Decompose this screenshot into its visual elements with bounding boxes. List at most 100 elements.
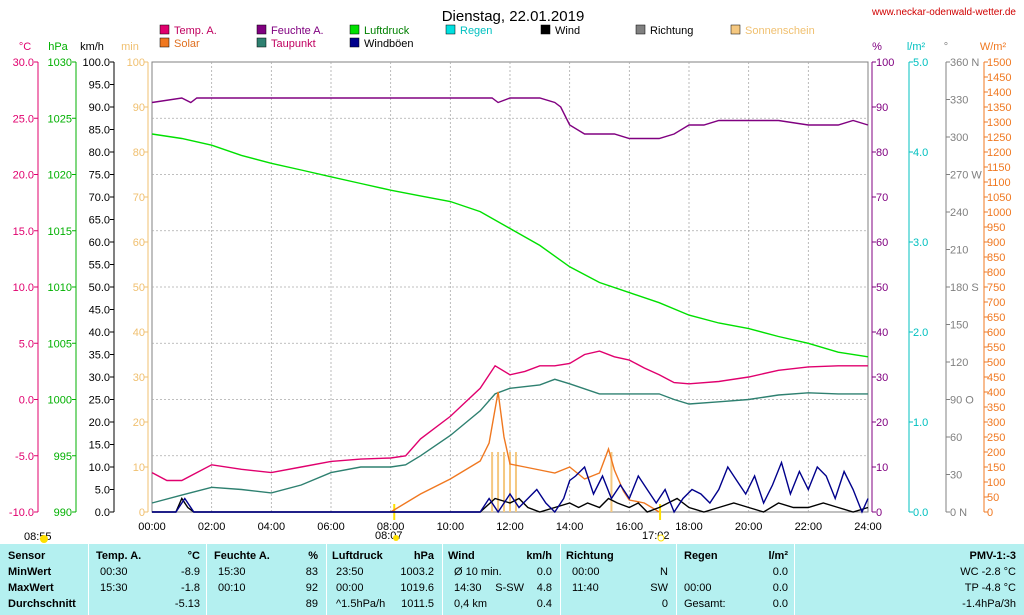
series-line-wind	[152, 497, 869, 513]
legend-swatch	[349, 37, 360, 48]
plot-grid	[151, 61, 869, 513]
wind-axis-tick: 100.0	[82, 57, 110, 69]
cell-direction-value: 0	[661, 598, 668, 610]
cell-pressure-value: 1003.2	[400, 566, 434, 578]
temp-axis-tick: 0.0	[19, 395, 34, 407]
sun-icon	[40, 535, 48, 543]
sunshine-bar	[491, 452, 494, 512]
temp-axis-tick: 15.0	[13, 226, 34, 238]
sun-axis-tick: 70	[133, 192, 145, 204]
cell-rain-time: 00:00	[684, 582, 712, 594]
pressure-axis-tick: 1000	[48, 395, 72, 407]
rain-axis-tick: 2.0	[913, 327, 928, 339]
temp-axis-tick: 20.0	[13, 170, 34, 182]
pressure-axis-tick: 990	[54, 507, 72, 519]
legend-label: Regen	[460, 25, 492, 37]
humidity-axis-tick: 20	[876, 417, 888, 429]
time-tick: 06:00	[317, 521, 345, 533]
cell-rain-value: 0.0	[772, 566, 788, 578]
time-tick: 00:00	[138, 521, 166, 533]
temp-axis-tick: -5.0	[15, 451, 34, 463]
solar-axis-tick: 200	[987, 447, 1005, 459]
cell-direction-time: 11:40	[572, 582, 599, 594]
weather-chart: Dienstag, 22.01.2019 www.neckar-odenwald…	[9, 7, 1016, 543]
direction-axis-tick: 240	[950, 207, 968, 219]
solar-axis-tick: 950	[987, 222, 1005, 234]
cell-temp-value: -1.8	[181, 582, 200, 594]
solar-axis-tick: 1450	[987, 72, 1011, 84]
data-marks	[151, 97, 869, 514]
humidity-axis-tick: 70	[876, 192, 888, 204]
cell-rain-value: 0.0	[772, 582, 788, 594]
legend: Temp. A. Feuchte A. Luftdruck Regen Wind Rich…	[159, 24, 815, 50]
sun-axis-tick: 90	[133, 102, 145, 114]
direction-axis-tick: 90 O	[950, 395, 974, 407]
cell-pmv: -1.4hPa/3h	[962, 598, 1016, 610]
solar-axis-tick: 800	[987, 267, 1005, 279]
cell-wind-time: Ø 10 min.	[454, 566, 502, 578]
sun-time-label: 08:07	[375, 530, 403, 542]
time-tick: 04:00	[258, 521, 286, 533]
row-label: Durchschnitt	[8, 598, 76, 610]
sunshine-bar	[509, 452, 511, 512]
legend-swatch	[445, 24, 456, 35]
cell-wind-direction: S-SW	[495, 582, 524, 594]
cell-humidity-value: 89	[305, 598, 318, 610]
cell-pressure-value: 1011.5	[401, 598, 434, 610]
temp-axis-tick: 5.0	[19, 338, 34, 350]
table-divider	[326, 544, 327, 615]
axis-unit: °	[944, 41, 948, 53]
cell-wind-value: 0.4	[536, 598, 552, 610]
wind-axis-tick: 55.0	[89, 260, 110, 272]
time-tick: 16:00	[616, 521, 644, 533]
time-tick: 10:00	[437, 521, 465, 533]
solar-axis-tick: 750	[987, 282, 1005, 294]
sun-axis-tick: 0	[139, 507, 145, 519]
header-temp-unit: °C	[187, 550, 200, 562]
header-direction: Richtung	[566, 550, 614, 562]
solar-axis-tick: 250	[987, 432, 1005, 444]
sunshine-bar	[497, 452, 500, 512]
series-line-feuchte-a-	[151, 97, 869, 140]
axes: °C hPa km/h min% l/m² ° W/m² 30.0 25.0 20.0 15.0 10…	[9, 41, 1011, 543]
wind-axis-tick: 0.0	[95, 507, 110, 519]
time-tick: 14:00	[556, 521, 584, 533]
legend-swatch	[256, 37, 267, 48]
wind-axis-tick: 95.0	[89, 80, 110, 92]
rain-axis-tick: 0.0	[913, 507, 928, 519]
pressure-axis-tick: 1020	[48, 170, 72, 182]
solar-axis-tick: 1300	[987, 117, 1011, 129]
legend-label: Luftdruck	[364, 25, 410, 37]
humidity-axis-tick: 10	[876, 462, 888, 474]
legend-label: Taupunkt	[271, 38, 316, 50]
header-rain-unit: l/m²	[768, 550, 788, 562]
legend-label: Richtung	[650, 25, 693, 37]
sun-icon	[657, 534, 665, 542]
rain-axis-tick: 3.0	[913, 237, 928, 249]
humidity-axis-tick: 50	[876, 282, 888, 294]
wind-axis-tick: 45.0	[89, 305, 110, 317]
cell-rain-value: 0.0	[772, 598, 788, 610]
header-pmv: PMV-1:-3	[969, 550, 1016, 562]
direction-axis-tick: 360 N	[950, 57, 979, 69]
axis-unit: W/m²	[980, 41, 1007, 53]
sunshine-bar	[503, 452, 506, 512]
axis-unit: min	[121, 41, 139, 53]
direction-axis-tick: 330	[950, 95, 968, 107]
rain-axis-tick: 1.0	[913, 417, 928, 429]
pressure-axis-tick: 995	[54, 451, 72, 463]
solar-axis-tick: 100	[987, 477, 1005, 489]
cell-wind-time: 0,4 km	[454, 598, 488, 610]
wind-axis-tick: 30.0	[89, 372, 110, 384]
solar-axis-tick: 1200	[987, 147, 1011, 159]
pressure-axis-tick: 1025	[48, 113, 72, 125]
header-wind-unit: km/h	[526, 550, 552, 562]
pressure-axis-tick: 1015	[48, 226, 72, 238]
direction-axis-tick: 30	[950, 470, 962, 482]
cell-pressure-time: 23:50	[336, 566, 364, 578]
solar-axis-tick: 850	[987, 252, 1005, 264]
solar-axis-tick: 1250	[987, 132, 1011, 144]
time-tick: 02:00	[198, 521, 226, 533]
temp-axis-tick: 30.0	[13, 57, 34, 69]
website-link[interactable]: www.neckar-odenwald-wetter.de	[871, 7, 1016, 18]
